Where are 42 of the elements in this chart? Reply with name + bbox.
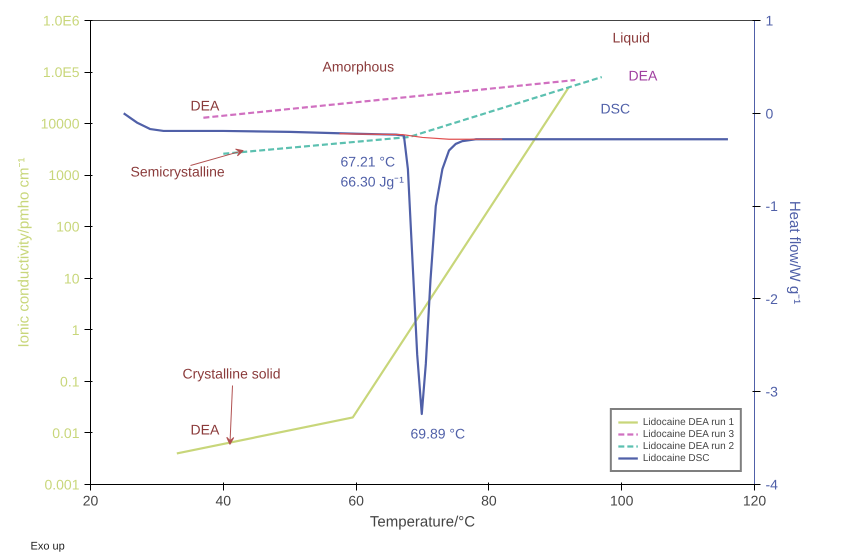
y-tick-label: 1.0E6 (42, 12, 80, 28)
annotation: DSC (600, 100, 630, 116)
y-tick-label: 10 (64, 270, 80, 286)
legend-label: Lidocaine DSC (642, 452, 710, 464)
y2-tick-label: -2 (766, 290, 778, 307)
legend-label: Lidocaine DEA run 1 (642, 416, 734, 428)
y2-tick-label: -1 (766, 198, 778, 214)
x-tick-label: 40 (216, 492, 232, 508)
annotation: DEA (628, 68, 658, 84)
x-tick-label: 20 (82, 492, 98, 508)
y-tick-label: 100 (56, 218, 80, 235)
y-axis-title: Ionic conductivity/pmho cm⁻¹ (16, 157, 33, 348)
annotation: DEA (190, 422, 220, 438)
annotation: Liquid (612, 30, 650, 46)
annotation: 67.21 °C (340, 154, 396, 170)
y-tick-label: 1 (72, 322, 80, 338)
y-tick-label: 10000 (40, 116, 80, 132)
x-tick-label: 100 (610, 492, 634, 508)
x-tick-label: 80 (481, 492, 497, 508)
annotation: Amorphous (322, 58, 394, 74)
y-tick-label: 1000 (48, 167, 80, 184)
annotation: Semicrystalline (130, 164, 225, 180)
y2-axis-title: Heat flow/W g⁻¹ (786, 200, 803, 304)
annotation: 69.89 °C (410, 426, 466, 442)
annotation: Crystalline solid (182, 366, 281, 382)
line-series (122, 112, 730, 416)
y-tick-label: 1.0E5 (42, 64, 80, 80)
x-axis-title: Temperature/°C (370, 514, 476, 530)
x-tick-label: 60 (348, 492, 364, 508)
legend-label: Lidocaine DEA run 2 (642, 440, 734, 452)
annotation: 66.30 Jg⁻¹ (340, 174, 404, 190)
y2-tick-label: -4 (766, 476, 778, 492)
legend-label: Lidocaine DEA run 3 (642, 428, 734, 440)
y-tick-label: 0.01 (52, 424, 80, 441)
y2-tick-label: -3 (766, 384, 778, 400)
y2-tick-label: 1 (766, 12, 774, 28)
text: Exo up (30, 540, 65, 552)
annotation: DEA (190, 98, 220, 114)
y-tick-label: 0.1 (60, 373, 80, 390)
y-tick-label: 0.001 (44, 476, 80, 492)
x-tick-label: 120 (742, 492, 766, 508)
y2-tick-label: 0 (766, 105, 774, 122)
